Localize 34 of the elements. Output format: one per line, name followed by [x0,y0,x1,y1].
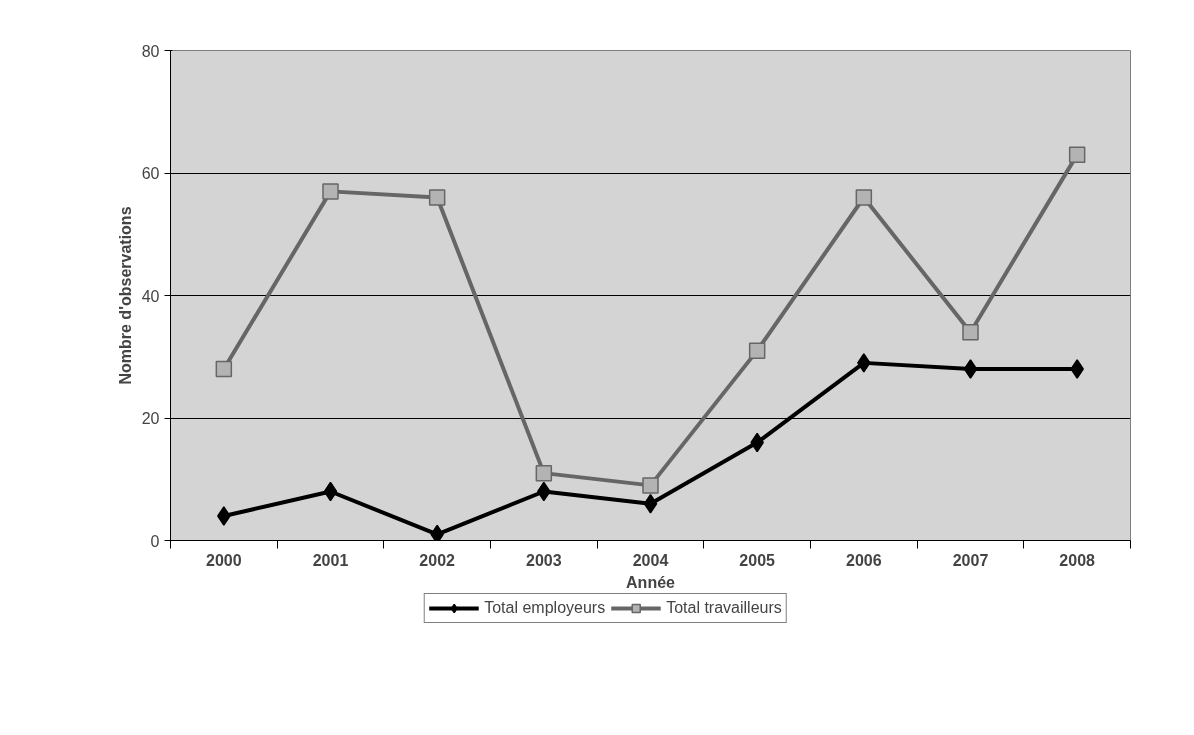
point [217,506,231,526]
x-tick-label: 2007 [952,551,989,569]
y-tick-label: 40 [141,287,160,305]
y-axis-title: Nombre d'observations [116,206,134,385]
point [962,324,979,341]
x-tick-label: 2000 [206,551,242,569]
x-tick-label: 2005 [739,551,776,569]
point [1070,359,1084,379]
point [535,464,553,482]
x-tick-label: 2001 [312,551,349,569]
x-tick-label: 2003 [526,551,562,569]
x-tick-label: 2002 [419,551,456,569]
y-tick-label: 60 [141,165,160,182]
legend-label: Total employeurs [484,599,606,617]
point [748,342,766,359]
x-axis-title: Année [626,573,676,591]
point [855,189,873,206]
point [857,353,871,373]
point [642,477,659,494]
point [428,189,446,206]
y-tick-label: 80 [141,42,160,60]
x-tick-label: 2006 [846,551,882,569]
y-tick-label: 20 [141,410,160,427]
point [323,481,338,502]
legend-label: Total travailleurs [666,599,782,617]
point [963,359,978,379]
x-tick-label: 2004 [632,551,669,569]
point [430,524,444,541]
y-tick-label: 0 [150,532,160,550]
point [1068,146,1086,163]
point [322,183,339,200]
point [215,360,233,378]
point [643,494,658,514]
x-tick-label: 2008 [1059,551,1096,569]
